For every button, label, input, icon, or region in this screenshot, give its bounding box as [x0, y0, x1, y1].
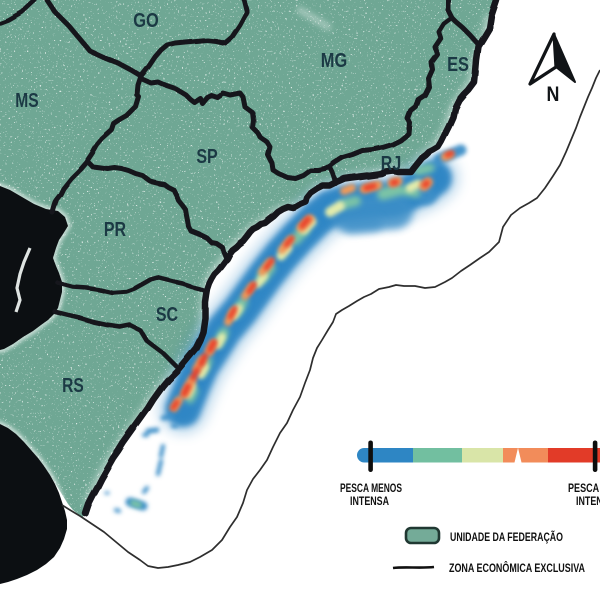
svg-text:PESCA MAIS: PESCA MAIS: [568, 481, 600, 495]
svg-text:SC: SC: [156, 303, 178, 325]
svg-text:UNIDADE DA FEDERAÇÃO: UNIDADE DA FEDERAÇÃO: [450, 529, 563, 544]
svg-text:INTENSA: INTENSA: [576, 494, 600, 508]
svg-text:GO: GO: [133, 8, 158, 31]
svg-text:PR: PR: [104, 218, 126, 240]
svg-text:RJ: RJ: [381, 152, 401, 174]
svg-text:RS: RS: [62, 374, 84, 396]
svg-text:MG: MG: [321, 48, 347, 71]
svg-text:INTENSA: INTENSA: [350, 494, 389, 508]
svg-text:SP: SP: [196, 145, 217, 167]
svg-text:N: N: [547, 83, 560, 107]
svg-text:PESCA MENOS: PESCA MENOS: [340, 481, 402, 495]
svg-text:ZONA ECONÔMICA EXCLUSIVA: ZONA ECONÔMICA EXCLUSIVA: [449, 560, 585, 575]
svg-text:ES: ES: [447, 52, 469, 75]
svg-text:MS: MS: [15, 89, 38, 111]
